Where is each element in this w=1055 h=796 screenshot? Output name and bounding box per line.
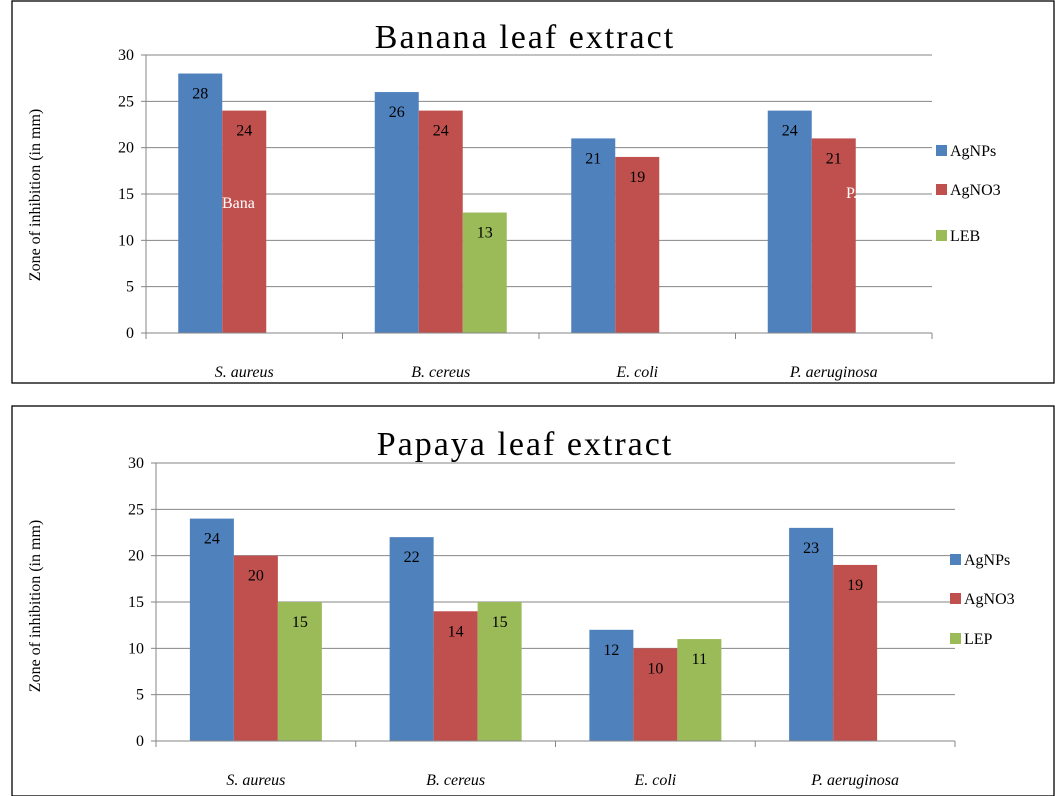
x-tick-label: B. cereus xyxy=(411,364,470,381)
y-tick-label: 30 xyxy=(128,455,144,472)
legend-label: AgNO3 xyxy=(964,591,1015,608)
chart-title: Papaya leaf extract xyxy=(377,426,674,463)
chart-frame xyxy=(11,405,1055,796)
legend-swatch xyxy=(950,593,961,604)
y-tick-label: 15 xyxy=(118,186,134,203)
axes: 0 5 10 15 20 25 30 S. aureus B. cereus E. coli P. … xyxy=(128,455,956,789)
y-tick-label: 20 xyxy=(128,548,144,565)
overlay-text-fragment: Bana xyxy=(222,195,255,212)
data-label: 15 xyxy=(492,614,508,631)
chart-title: Banana leaf extract xyxy=(375,19,675,56)
y-tick-label: 0 xyxy=(136,733,144,750)
data-label: 24 xyxy=(236,123,252,140)
x-tick-label: P. aeruginosa xyxy=(789,364,878,381)
bars: 24 20 15 22 14 15 12 10 11 23 19 xyxy=(189,518,878,741)
bar xyxy=(677,639,722,741)
data-label: 12 xyxy=(603,642,619,659)
legend-swatch xyxy=(950,633,961,644)
legend-swatch xyxy=(936,145,947,156)
x-tick-label: E. coli xyxy=(633,772,676,789)
bar xyxy=(589,629,634,741)
data-label: 14 xyxy=(448,623,464,640)
y-tick-label: 10 xyxy=(118,232,134,249)
legend: AgNPs AgNO3 LEP xyxy=(950,552,1015,648)
data-label: 26 xyxy=(389,104,405,121)
bar xyxy=(178,73,223,334)
y-tick-label: 10 xyxy=(128,640,144,657)
y-tick-label: 15 xyxy=(128,594,144,611)
legend-swatch xyxy=(950,554,961,565)
bar xyxy=(789,527,834,741)
x-tick-label: E. coli xyxy=(615,364,658,381)
bar xyxy=(233,555,278,741)
data-label: 19 xyxy=(629,169,645,186)
bar xyxy=(833,564,878,741)
bar xyxy=(374,92,419,333)
y-tick-label: 0 xyxy=(126,325,134,342)
data-label: 21 xyxy=(826,150,842,167)
bar xyxy=(222,110,267,333)
axes: 0 5 10 15 20 25 30 S. aureus B. cereus E. coli P. … xyxy=(118,47,933,381)
data-label: 24 xyxy=(204,531,220,548)
chart-papaya: Papaya leaf extract Zone of inhibition (… xyxy=(11,405,1055,796)
bar xyxy=(389,537,434,741)
y-tick-label: 25 xyxy=(118,93,134,110)
legend-label: AgNPs xyxy=(964,552,1010,569)
legend-swatch xyxy=(936,184,947,195)
data-label: 28 xyxy=(192,86,208,103)
data-label: 10 xyxy=(647,660,663,677)
data-label: 19 xyxy=(847,577,863,594)
legend-label: AgNO3 xyxy=(950,182,1001,199)
data-label: 11 xyxy=(692,651,707,668)
bar xyxy=(633,648,678,741)
chart-banana: Banana leaf extract Zone of inhibition (… xyxy=(11,0,1055,384)
bar xyxy=(477,602,522,741)
bar xyxy=(433,611,478,741)
x-tick-label: B. cereus xyxy=(426,772,485,789)
legend-swatch xyxy=(936,230,947,241)
y-tick-label: 5 xyxy=(136,687,144,704)
x-tick-label: S. aureus xyxy=(226,772,285,789)
data-label: 15 xyxy=(292,614,308,631)
data-label: 22 xyxy=(404,549,420,566)
bar xyxy=(277,602,322,741)
legend-label: AgNPs xyxy=(950,143,996,160)
chart-frame xyxy=(11,0,1055,384)
data-label: 23 xyxy=(803,540,819,557)
x-tick-label: S. aureus xyxy=(215,364,274,381)
bar xyxy=(462,212,507,333)
legend-label: LEB xyxy=(950,228,980,245)
legend: AgNPs AgNO3 LEB xyxy=(936,143,1001,245)
y-tick-label: 20 xyxy=(118,140,134,157)
legend-label: LEP xyxy=(964,631,993,648)
overlay-text-fragment: P... xyxy=(846,185,865,202)
bars: 28 24 26 24 13 21 19 24 21 xyxy=(178,73,856,334)
bar xyxy=(811,138,856,333)
x-tick-label: P. aeruginosa xyxy=(810,772,899,789)
bar xyxy=(189,518,234,741)
y-tick-label: 5 xyxy=(126,279,134,296)
data-label: 20 xyxy=(248,568,264,585)
bar xyxy=(615,156,660,333)
y-tick-label: 30 xyxy=(118,47,134,64)
data-label: 13 xyxy=(477,225,493,242)
bar xyxy=(571,138,616,333)
y-axis-label: Zone of inhibition (in mm) xyxy=(27,520,44,692)
data-label: 21 xyxy=(585,150,601,167)
data-label: 24 xyxy=(782,123,798,140)
bar xyxy=(767,110,812,333)
bar xyxy=(418,110,463,333)
y-axis-label: Zone of inhibition (in mm) xyxy=(27,109,44,281)
data-label: 24 xyxy=(433,123,449,140)
y-tick-label: 25 xyxy=(128,501,144,518)
